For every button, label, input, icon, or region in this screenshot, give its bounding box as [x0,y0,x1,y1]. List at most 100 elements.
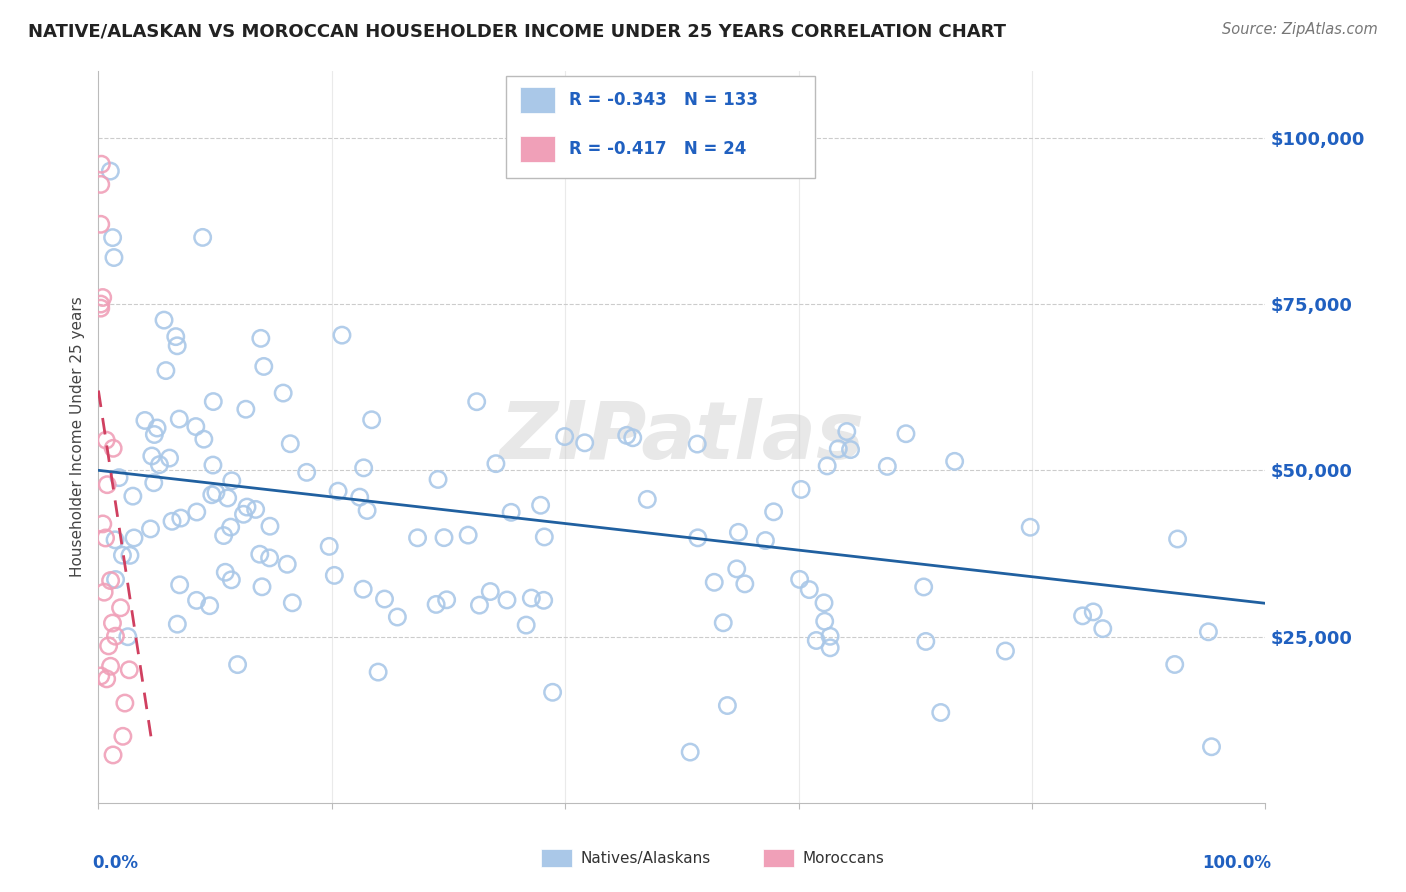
Point [295,466,318,480]
Point [574,435,596,450]
Point [616,428,638,442]
Point [367,665,389,679]
Point [501,505,523,519]
Point [533,593,555,607]
Point [436,592,458,607]
Point [201,488,224,502]
Point [943,454,966,468]
Point [276,558,298,572]
Point [104,573,127,587]
Text: Source: ZipAtlas.com: Source: ZipAtlas.com [1222,22,1378,37]
Point [520,591,543,605]
Point [636,492,658,507]
Point [201,458,224,472]
Text: Natives/Alaskans: Natives/Alaskans [581,851,711,865]
Point [734,577,756,591]
Point [91,291,114,305]
Point [111,548,134,562]
Text: R = -0.417   N = 24: R = -0.417 N = 24 [569,140,747,158]
Point [281,596,304,610]
Point [1071,608,1094,623]
Point [994,644,1017,658]
Point [104,629,127,643]
Point [686,437,709,451]
Point [716,698,738,713]
Point [184,419,207,434]
Point [91,516,114,531]
Point [134,413,156,427]
Point [465,394,488,409]
Point [96,672,118,686]
Point [90,297,112,311]
Point [139,522,162,536]
Point [352,582,374,597]
Point [101,442,124,456]
Text: NATIVE/ALASKAN VS MOROCCAN HOUSEHOLDER INCOME UNDER 25 YEARS CORRELATION CHART: NATIVE/ALASKAN VS MOROCCAN HOUSEHOLDER I… [28,22,1007,40]
Point [813,596,835,610]
Text: ZIPatlas: ZIPatlas [499,398,865,476]
Point [259,519,281,533]
Point [104,533,127,547]
Point [754,533,776,548]
Point [100,659,122,673]
Point [166,617,188,632]
Point [214,566,236,580]
Point [894,426,917,441]
Point [259,550,281,565]
Point [108,470,131,484]
Y-axis label: Householder Income Under 25 years: Householder Income Under 25 years [70,297,86,577]
Point [533,530,555,544]
Point [250,580,273,594]
Point [245,502,267,516]
Point [914,634,936,648]
Point [212,528,235,542]
Point [141,449,163,463]
Point [153,313,176,327]
Point [221,474,243,488]
Point [121,489,143,503]
Point [876,459,898,474]
Point [146,421,169,435]
Point [818,640,841,655]
Point [202,394,225,409]
Point [169,578,191,592]
Point [217,491,239,505]
Point [93,585,115,599]
Point [554,429,576,443]
Point [90,217,112,231]
Point [929,706,952,720]
Point [686,531,709,545]
Point [118,663,141,677]
Point [457,528,479,542]
Point [1164,657,1187,672]
Point [373,592,395,607]
Point [98,164,121,178]
Point [1019,520,1042,534]
Text: Moroccans: Moroccans [803,851,884,865]
Point [318,540,340,554]
Point [100,574,122,588]
Point [90,178,112,192]
Point [169,412,191,426]
Point [118,549,141,563]
Point [541,685,564,699]
Point [101,230,124,244]
Point [1167,532,1189,546]
Point [835,425,858,439]
Point [186,505,208,519]
Point [1091,622,1114,636]
Point [485,457,508,471]
Point [186,593,208,607]
Point [790,483,813,497]
Point [170,511,193,525]
Point [94,531,117,545]
Point [814,614,837,628]
Point [90,669,112,683]
Point [235,402,257,417]
Point [789,573,811,587]
Point [166,339,188,353]
Point [219,520,242,534]
Point [226,657,249,672]
Point [155,363,177,377]
Text: 100.0%: 100.0% [1202,854,1271,872]
